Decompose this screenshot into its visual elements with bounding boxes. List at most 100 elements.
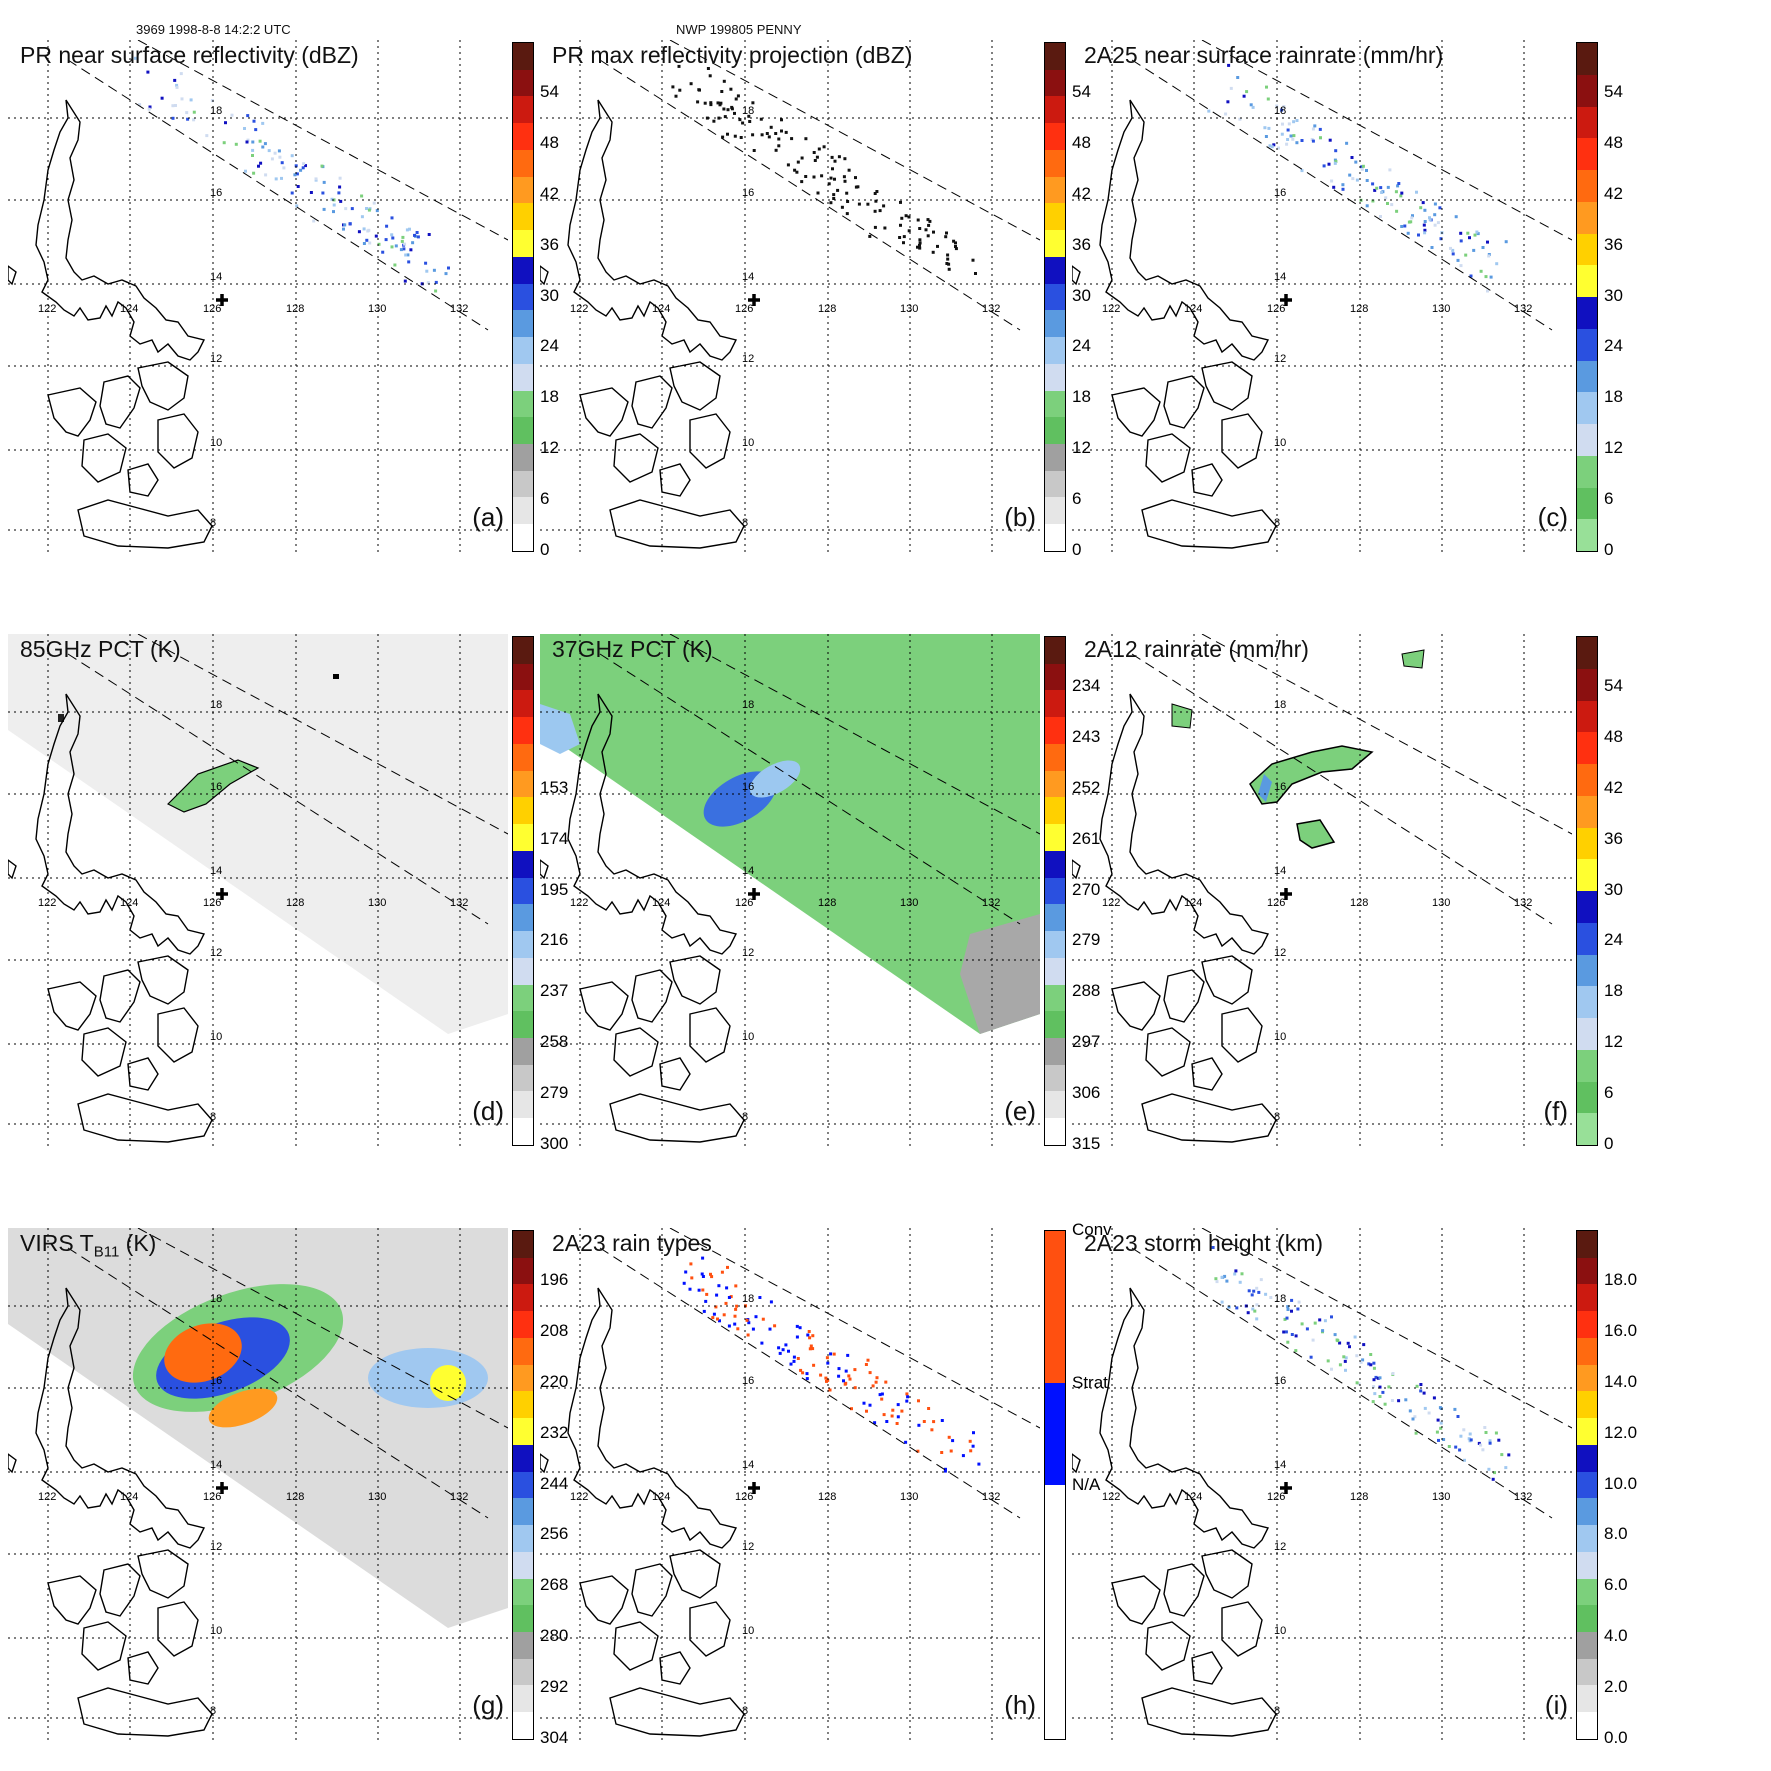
rain-cell <box>682 1281 686 1285</box>
coastline <box>689 1601 731 1657</box>
colorbar-tick-label: 12.0 <box>1604 1422 1638 1442</box>
rain-cell <box>854 176 857 180</box>
rain-cell <box>1330 1315 1333 1319</box>
rain-cell <box>434 289 438 293</box>
rain-cell <box>774 132 778 135</box>
lat-label: 12 <box>742 947 754 959</box>
lat-label: 16 <box>1274 781 1286 793</box>
coastline <box>81 1027 127 1077</box>
colorbar-segment <box>513 797 533 825</box>
colorbar-segment <box>1577 360 1597 393</box>
rain-cell <box>1247 1289 1251 1293</box>
rain-cell <box>878 209 882 213</box>
rain-cell <box>1487 1467 1491 1471</box>
rain-cell <box>1372 1378 1376 1382</box>
rain-cell <box>730 107 734 111</box>
rain-cell <box>1251 105 1255 109</box>
rain-cell <box>302 162 306 166</box>
colorbar-segment <box>1045 417 1065 445</box>
rain-cell <box>1277 146 1280 150</box>
rain-cell <box>752 149 756 152</box>
rain-cell <box>1283 1317 1287 1321</box>
colorbar-tick-label: 0.0 <box>1604 1728 1628 1747</box>
pr-swath-edge-north <box>137 634 508 835</box>
rain-cell <box>701 1288 705 1292</box>
rain-cell <box>1235 1306 1239 1310</box>
rain-cell <box>299 168 303 172</box>
colorbar-tick-label: 244 <box>540 1473 569 1493</box>
rain-cell <box>1313 124 1317 128</box>
rain-cell <box>747 114 751 118</box>
rain-cell <box>189 98 193 102</box>
rain-cell <box>1255 1303 1259 1307</box>
colorbar-segment <box>1577 1364 1597 1392</box>
colorbar-segment <box>1577 1578 1597 1606</box>
rain-cell <box>795 1335 799 1339</box>
lon-label: 130 <box>1432 1491 1450 1503</box>
colorbar-tick-label: 195 <box>540 879 569 899</box>
colorbar-segment <box>1045 931 1065 958</box>
colorbar-segment <box>1577 891 1597 923</box>
colorbar-segment <box>1577 74 1597 107</box>
colorbar-segment <box>1577 1081 1597 1114</box>
rain-cell <box>1466 231 1470 235</box>
rain-cell <box>907 229 911 233</box>
rain-cell <box>717 116 721 120</box>
colorbar-segment <box>513 1064 533 1092</box>
rain-cell <box>918 241 922 245</box>
rain-cell <box>1290 1333 1294 1336</box>
rain-cell <box>904 214 908 218</box>
colorbar-segment <box>1577 43 1597 75</box>
rain-cell <box>1481 1448 1485 1452</box>
colorbar-segment <box>1577 954 1597 987</box>
colorbar-segment <box>513 850 533 878</box>
rain-cell <box>1297 1300 1301 1304</box>
rain-cell <box>337 191 341 195</box>
colorbar-segment <box>513 957 533 985</box>
colorbar-segment <box>1045 637 1065 664</box>
rain-cell <box>434 280 438 284</box>
rain-cell <box>833 177 836 181</box>
colorbar-ticks-g: 196 208 220 232 244 256 268 280 292 304 <box>540 1228 600 1747</box>
rain-cell <box>931 250 935 254</box>
rain-cell <box>702 1309 706 1313</box>
rain-cell <box>805 1372 809 1376</box>
coastline <box>609 1687 745 1737</box>
lon-label: 130 <box>900 1491 918 1503</box>
lon-label: 132 <box>982 897 1000 909</box>
rain-cell <box>1390 1399 1394 1402</box>
rain-cell <box>186 117 190 121</box>
rain-cell <box>338 176 342 180</box>
colorbar-segment <box>513 824 533 851</box>
panel-g: 122 124 126 128 130 132 18 16 14 12 10 8 VIRS TB11 (… <box>8 1228 568 1768</box>
rain-cell <box>1430 246 1434 249</box>
panel-title-h: 2A23 rain types <box>552 1230 712 1256</box>
rain-cell <box>1353 1335 1357 1339</box>
rain-cell <box>1373 188 1377 192</box>
rain-cell <box>1372 1366 1376 1370</box>
rain-cell <box>873 225 877 229</box>
coastline <box>77 1093 213 1143</box>
panel-label-e: (e) <box>1004 1096 1036 1126</box>
colorbar-segment <box>1045 824 1065 851</box>
colorbar-segment <box>1045 69 1065 97</box>
rain-cell <box>721 135 725 139</box>
colorbar-segment <box>1045 497 1065 525</box>
rain-cell <box>727 1296 731 1299</box>
rain-cell <box>1494 1431 1498 1435</box>
rain-cell <box>1220 1300 1224 1304</box>
rain-cell <box>751 1327 755 1331</box>
rain-cell <box>808 1336 812 1340</box>
rain-cell <box>926 234 930 238</box>
rain-cell <box>842 1379 845 1383</box>
rain-cell <box>1295 141 1299 145</box>
colorbar-tick-label: 297 <box>1072 1032 1101 1052</box>
rain-cell <box>1227 1305 1231 1309</box>
rain-cell <box>1211 1246 1215 1249</box>
pr-swath-edge-north <box>1201 634 1572 835</box>
rain-cell <box>282 166 286 170</box>
rain-cell <box>827 182 831 186</box>
rain-cell <box>390 233 394 237</box>
rain-cell <box>868 234 872 238</box>
colorbar-segment <box>1577 1685 1597 1713</box>
